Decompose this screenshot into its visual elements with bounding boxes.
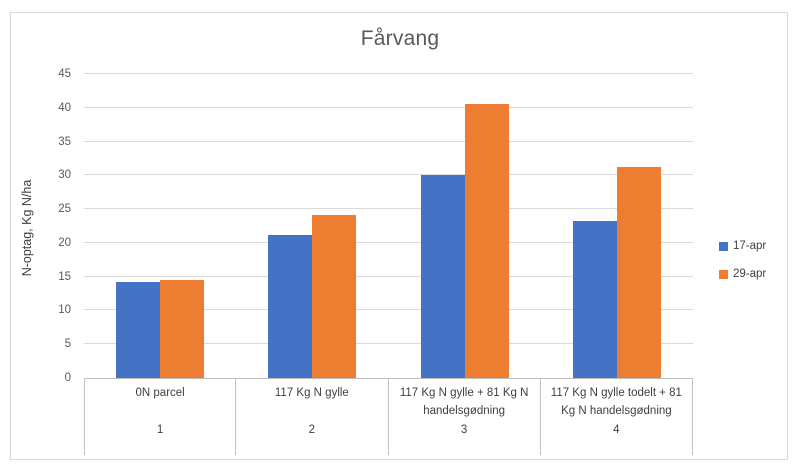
category-label: 117 Kg N gylle + 81 Kg N handelsgødning: [399, 387, 529, 417]
legend-marker-icon: [719, 241, 728, 251]
plot-area: [84, 73, 693, 379]
y-tick-40: 40: [58, 101, 71, 114]
gridline-25: [84, 208, 693, 210]
y-tick-0: 0: [64, 372, 71, 384]
category-number: 2: [308, 424, 316, 436]
legend-label: 17-apr: [733, 240, 767, 252]
bar-29-apr-category-1: [160, 280, 205, 378]
chart-title: Fårvang: [360, 27, 440, 50]
gridline-5: [84, 343, 693, 345]
legend: 17-apr 29-apr: [719, 232, 766, 288]
gridline-40: [84, 106, 693, 108]
legend-item-17-apr: 17-apr: [719, 232, 766, 260]
category-cell-2: 117 Kg N gylle 2: [236, 378, 389, 455]
category-number: 1: [156, 424, 164, 436]
category-number: 3: [460, 424, 468, 436]
bar-17-apr-category-2: [268, 234, 313, 378]
y-tick-10: 10: [58, 304, 71, 317]
legend-label: 29-apr: [733, 268, 767, 280]
y-tick-15: 15: [58, 270, 71, 283]
y-tick-25: 25: [58, 203, 71, 216]
legend-item-29-apr: 29-apr: [719, 260, 766, 288]
category-cell-3: 117 Kg N gylle + 81 Kg N handelsgødning 3: [389, 378, 541, 455]
gridline-35: [84, 140, 693, 142]
legend-marker-icon: [719, 269, 728, 279]
category-label: 0N parcel: [135, 387, 185, 399]
bar-17-apr-category-1: [116, 282, 161, 378]
bar-29-apr-category-3: [464, 104, 509, 378]
gridline-15: [84, 275, 693, 277]
y-tick-30: 30: [58, 169, 71, 182]
gridline-45: [84, 73, 693, 74]
category-label: 117 Kg N gylle todelt + 81 Kg N handelsg…: [550, 387, 682, 417]
gridline-20: [84, 241, 693, 243]
y-tick-5: 5: [64, 338, 71, 351]
x-axis-line: [84, 378, 693, 379]
x-axis-categories: 0N parcel 1 117 Kg N gylle 2 117 Kg N gylle …: [84, 378, 693, 455]
y-tick-35: 35: [58, 135, 71, 148]
bar-17-apr-category-4: [572, 221, 617, 378]
gridline-10: [84, 309, 693, 311]
chart-figure: Fårvang N-optag, Kg N/ha 0N parcel 1 117 K…: [10, 12, 788, 460]
bar-17-apr-category-3: [420, 174, 465, 378]
y-tick-45: 45: [58, 68, 71, 80]
category-number: 4: [613, 424, 620, 436]
category-cell-1: 0N parcel 1: [84, 378, 237, 455]
y-tick-20: 20: [58, 236, 71, 249]
bar-29-apr-category-4: [616, 166, 661, 378]
category-label: 117 Kg N gylle: [274, 387, 349, 399]
bar-29-apr-category-2: [312, 214, 357, 378]
gridline-30: [84, 174, 693, 176]
category-cell-4: 117 Kg N gylle todelt + 81 Kg N handelsg…: [541, 378, 693, 455]
